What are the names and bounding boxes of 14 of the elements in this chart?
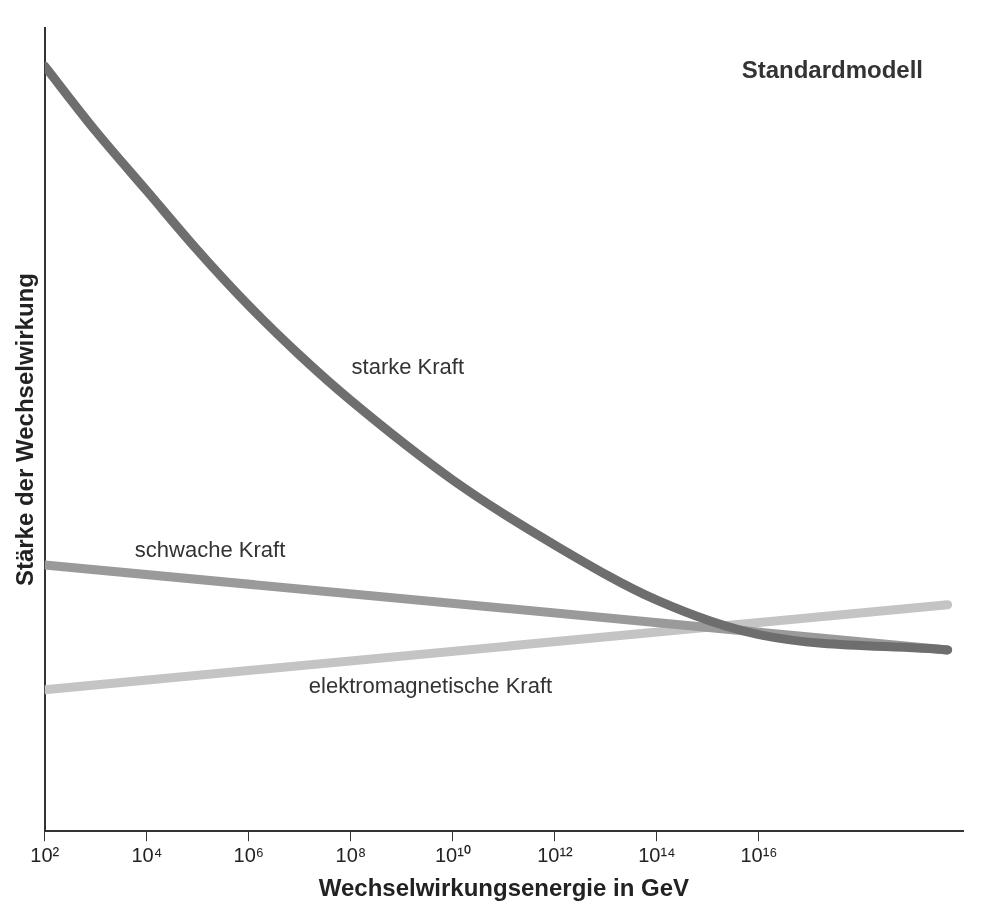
x-tick-label: 10¹⁴	[638, 843, 676, 866]
x-tick-label: 10⁶	[233, 843, 265, 866]
x-tick-label: 10¹⁰	[434, 843, 471, 866]
x-axis-title: Wechselwirkungsenergie in GeV	[318, 874, 690, 902]
series-label: starke Kraft	[351, 353, 465, 379]
series-label: schwache Kraft	[134, 536, 286, 562]
x-tick-label: 10²	[30, 843, 60, 866]
x-tick-label: 10¹²	[537, 843, 574, 866]
x-tick-label: 10⁴	[131, 843, 163, 866]
x-tick-label: 10⁸	[335, 843, 367, 866]
x-tick-label: 10¹⁶	[740, 843, 778, 866]
y-axis-title: Stärke der Wechselwirkung	[11, 273, 39, 587]
annotation: Standardmodell	[741, 56, 923, 83]
series-label: elektromagnetische Kraft	[308, 673, 553, 699]
